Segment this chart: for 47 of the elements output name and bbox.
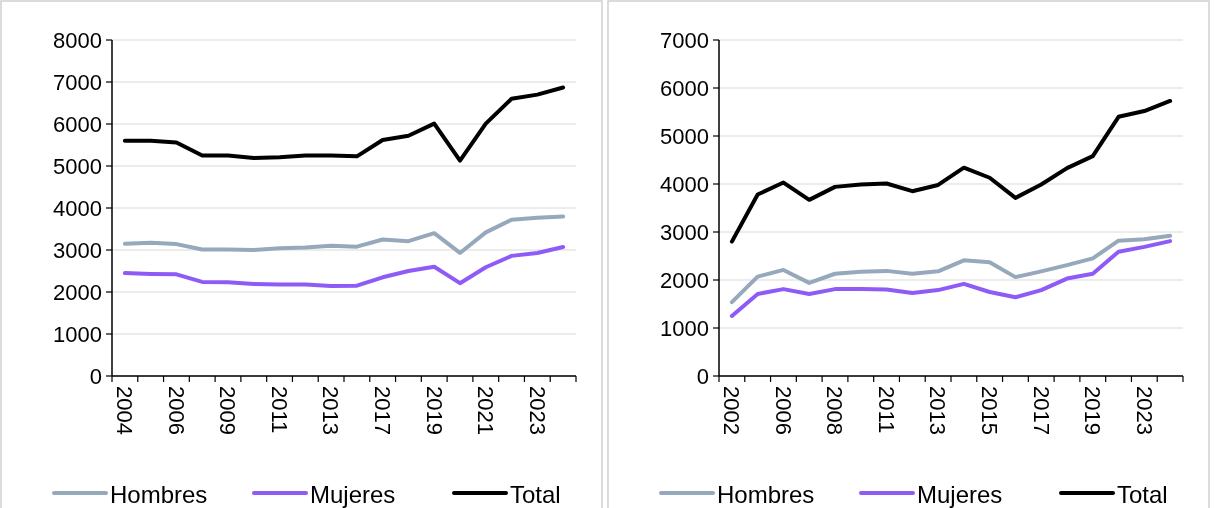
x-tick-label: 2009 bbox=[215, 386, 241, 435]
x-tick-label: 2011 bbox=[266, 386, 292, 434]
x-tick-label: 2002 bbox=[719, 386, 745, 435]
y-tick-label: 2000 bbox=[660, 267, 709, 293]
y-tick-label: 3000 bbox=[660, 219, 709, 245]
x-tick-label: 2017 bbox=[369, 386, 395, 435]
x-tick-label: 2015 bbox=[976, 386, 1002, 435]
x-tick-label: 2011 bbox=[873, 386, 899, 434]
legend-label: Mujeres bbox=[917, 481, 1003, 508]
y-tick-label: 0 bbox=[89, 363, 102, 389]
y-tick-label: 6000 bbox=[53, 111, 102, 137]
legend-label: Hombres bbox=[110, 481, 208, 508]
y-tick-label: 4000 bbox=[660, 171, 709, 197]
x-tick-label: 2008 bbox=[822, 386, 848, 435]
x-tick-label: 2013 bbox=[318, 386, 344, 435]
x-tick-label: 2017 bbox=[1028, 386, 1054, 435]
x-tick-label: 2006 bbox=[770, 386, 796, 435]
x-tick-label: 2019 bbox=[421, 386, 447, 435]
y-tick-label: 6000 bbox=[660, 75, 709, 101]
y-tick-label: 1000 bbox=[660, 315, 709, 341]
x-tick-label: 2023 bbox=[1131, 386, 1157, 435]
y-tick-label: 2000 bbox=[53, 279, 102, 305]
legend-label: Total bbox=[1117, 481, 1168, 508]
y-tick-label: 0 bbox=[696, 363, 709, 389]
y-tick-label: 5000 bbox=[53, 153, 102, 179]
y-tick-label: 4000 bbox=[53, 195, 102, 221]
x-tick-label: 2006 bbox=[163, 386, 189, 435]
x-tick-label: 2013 bbox=[925, 386, 951, 435]
legend-label: Total bbox=[510, 481, 561, 508]
legend-label: Hombres bbox=[717, 481, 815, 508]
y-tick-label: 1000 bbox=[53, 321, 102, 347]
x-tick-label: 2023 bbox=[524, 386, 550, 435]
line-series bbox=[729, 239, 1173, 318]
line-series bbox=[729, 233, 1173, 305]
x-tick-label: 2004 bbox=[112, 386, 138, 435]
legend-label: Mujeres bbox=[310, 481, 396, 508]
x-tick-label: 2021 bbox=[473, 386, 499, 435]
line-series bbox=[122, 85, 566, 163]
y-tick-label: 3000 bbox=[53, 237, 102, 263]
y-tick-label: 7000 bbox=[660, 27, 709, 53]
y-tick-label: 5000 bbox=[660, 123, 709, 149]
line-series bbox=[729, 98, 1173, 244]
x-tick-label: 2019 bbox=[1080, 386, 1106, 435]
y-tick-label: 8000 bbox=[53, 27, 102, 53]
y-tick-label: 7000 bbox=[53, 69, 102, 95]
line-series bbox=[122, 245, 566, 289]
line-series bbox=[122, 214, 566, 255]
